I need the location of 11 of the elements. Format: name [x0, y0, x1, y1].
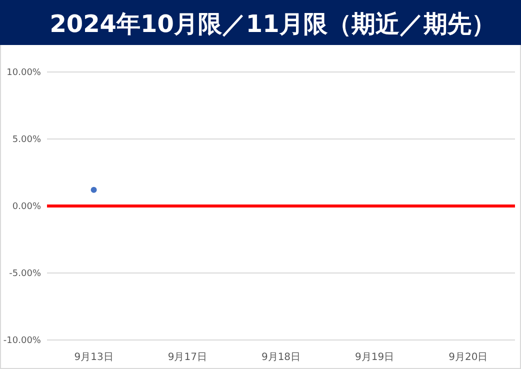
y-tick-label: 0.00%: [12, 202, 42, 212]
chart-title: 2024年10月限／11月限（期近／期先）: [50, 10, 496, 38]
y-tick-label: 5.00%: [12, 135, 42, 145]
x-tick-label: 9月18日: [261, 352, 301, 363]
x-tick-label: 9月20日: [448, 352, 488, 363]
x-tick-label: 9月19日: [355, 352, 394, 363]
y-tick-label: -5.00%: [9, 269, 42, 279]
y-tick-label: 10.00%: [6, 68, 42, 78]
x-tick-label: 9月13日: [74, 352, 114, 363]
y-tick-label: -10.00%: [3, 336, 42, 346]
x-tick-label: 9月17日: [168, 352, 207, 363]
